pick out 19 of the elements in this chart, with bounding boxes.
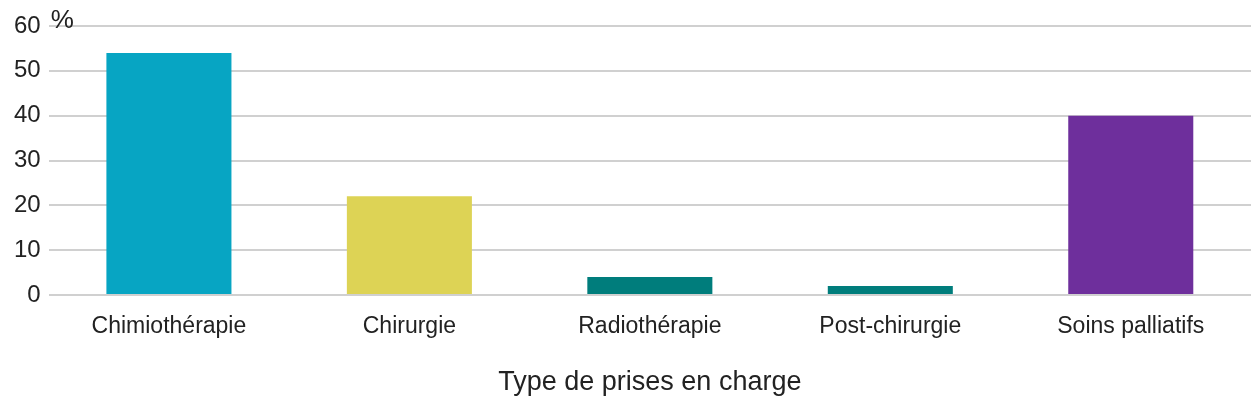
y-tick-label: 20 [13, 189, 41, 217]
y-tick-label: 10 [13, 234, 41, 262]
x-tick-label: Chirurgie [362, 312, 457, 339]
y-tick-label: 60 [13, 10, 41, 38]
bar [827, 286, 953, 294]
y-axis-title: % [50, 4, 74, 35]
y-tick-label: 40 [13, 100, 41, 128]
x-tick-label: Post-chirurgie [819, 312, 962, 339]
bar [346, 196, 472, 294]
bar [1068, 115, 1194, 294]
x-tick-label: Chimiothérapie [91, 312, 247, 339]
x-tick-label: Radiothérapie [578, 312, 722, 339]
bar [587, 277, 713, 294]
x-axis-title: Type de prises en charge [498, 366, 802, 397]
bar [106, 52, 232, 294]
y-tick-label: 50 [13, 55, 41, 83]
x-tick-label: Soins palliatifs [1057, 312, 1205, 339]
y-tick-label: 30 [13, 145, 41, 173]
y-tick-label: 0 [27, 279, 41, 307]
